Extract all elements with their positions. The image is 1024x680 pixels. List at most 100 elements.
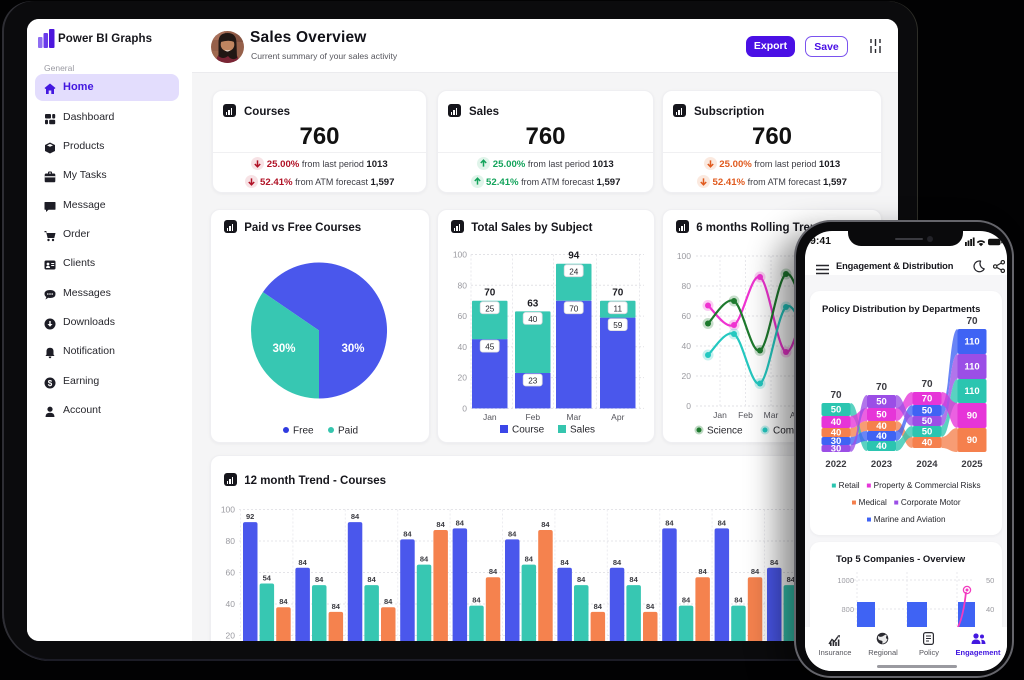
svg-text:54: 54 [263, 574, 272, 583]
svg-text:110: 110 [964, 386, 979, 397]
svg-text:80: 80 [226, 536, 236, 546]
svg-text:40: 40 [876, 441, 887, 452]
svg-text:25: 25 [485, 304, 495, 313]
svg-text:84: 84 [665, 518, 674, 527]
svg-text:110: 110 [964, 337, 979, 348]
svg-text:50: 50 [986, 576, 994, 585]
svg-text:84: 84 [594, 602, 603, 611]
svg-text:84: 84 [629, 575, 638, 584]
svg-text:2025: 2025 [961, 459, 983, 470]
svg-text:30%: 30% [272, 343, 295, 355]
svg-text:50: 50 [876, 397, 887, 408]
svg-text:84: 84 [613, 558, 622, 567]
svg-text:70: 70 [966, 316, 978, 327]
svg-text:100: 100 [221, 505, 235, 515]
svg-text:84: 84 [541, 520, 550, 529]
svg-text:1000: 1000 [837, 576, 854, 585]
svg-text:90: 90 [967, 411, 978, 422]
svg-text:84: 84 [456, 518, 465, 527]
svg-text:24: 24 [569, 267, 579, 276]
svg-text:84: 84 [718, 518, 727, 527]
svg-text:0: 0 [462, 403, 467, 413]
svg-text:40: 40 [922, 438, 933, 449]
svg-text:70: 70 [876, 382, 888, 393]
svg-text:20: 20 [458, 373, 468, 383]
svg-text:84: 84 [436, 520, 445, 529]
svg-text:2022: 2022 [825, 459, 846, 470]
svg-text:50: 50 [876, 410, 887, 421]
svg-text:84: 84 [403, 529, 412, 538]
svg-text:40: 40 [458, 342, 468, 352]
svg-text:90: 90 [967, 435, 978, 446]
svg-text:60: 60 [682, 311, 692, 321]
svg-text:84: 84 [734, 596, 743, 605]
svg-text:Feb: Feb [525, 412, 540, 422]
svg-text:60: 60 [226, 568, 236, 578]
svg-text:23: 23 [528, 377, 538, 386]
svg-text:84: 84 [770, 558, 779, 567]
svg-text:84: 84 [577, 575, 586, 584]
svg-text:2024: 2024 [916, 459, 938, 470]
svg-text:92: 92 [246, 512, 254, 521]
svg-text:80: 80 [458, 280, 468, 290]
svg-text:84: 84 [489, 567, 498, 576]
svg-text:84: 84 [751, 567, 760, 576]
svg-text:110: 110 [964, 362, 979, 373]
svg-text:40: 40 [682, 341, 692, 351]
svg-text:70: 70 [612, 288, 624, 299]
svg-text:84: 84 [351, 512, 360, 521]
svg-text:84: 84 [332, 602, 341, 611]
svg-text:70: 70 [921, 379, 933, 390]
svg-text:84: 84 [560, 558, 569, 567]
svg-text:84: 84 [384, 597, 393, 606]
svg-text:0: 0 [686, 401, 691, 411]
svg-text:40: 40 [986, 605, 994, 614]
svg-text:Feb: Feb [738, 410, 753, 420]
svg-text:40: 40 [831, 417, 842, 428]
svg-text:40: 40 [876, 431, 887, 442]
svg-text:84: 84 [698, 567, 707, 576]
svg-text:30: 30 [831, 444, 842, 455]
svg-text:20: 20 [682, 371, 692, 381]
svg-text:20: 20 [226, 631, 236, 641]
svg-text:$: $ [48, 378, 53, 387]
svg-text:Course: Course [512, 425, 545, 436]
svg-text:84: 84 [682, 596, 691, 605]
svg-text:40: 40 [831, 428, 842, 439]
svg-text:70: 70 [922, 394, 933, 405]
svg-text:100: 100 [453, 250, 467, 260]
svg-text:70: 70 [569, 304, 579, 313]
svg-text:84: 84 [298, 558, 307, 567]
svg-text:2023: 2023 [871, 459, 892, 470]
svg-text:Jan: Jan [713, 410, 727, 420]
svg-text:Science: Science [707, 426, 743, 437]
svg-text:50: 50 [831, 405, 842, 416]
svg-text:40: 40 [226, 599, 236, 609]
svg-text:84: 84 [279, 597, 288, 606]
svg-text:Free: Free [293, 426, 314, 437]
svg-text:40: 40 [528, 315, 538, 324]
svg-text:Sales: Sales [570, 425, 595, 436]
svg-text:84: 84 [315, 575, 324, 584]
svg-text:84: 84 [472, 596, 481, 605]
svg-text:60: 60 [458, 311, 468, 321]
svg-text:50: 50 [922, 427, 933, 438]
svg-text:59: 59 [613, 321, 623, 330]
svg-text:30%: 30% [341, 343, 364, 355]
svg-text:Mar: Mar [566, 412, 581, 422]
svg-text:63: 63 [527, 298, 539, 309]
svg-text:70: 70 [484, 288, 496, 299]
svg-text:84: 84 [508, 529, 517, 538]
svg-text:94: 94 [568, 251, 580, 262]
svg-text:50: 50 [922, 406, 933, 417]
svg-text:50: 50 [922, 416, 933, 427]
svg-text:84: 84 [646, 602, 655, 611]
svg-text:Paid: Paid [338, 426, 358, 437]
svg-text:Jan: Jan [483, 412, 497, 422]
svg-text:70: 70 [830, 390, 842, 401]
svg-text:Apr: Apr [611, 412, 624, 422]
svg-text:40: 40 [876, 421, 887, 432]
svg-text:11: 11 [614, 304, 623, 313]
svg-text:45: 45 [485, 343, 495, 352]
svg-text:30: 30 [831, 436, 842, 447]
